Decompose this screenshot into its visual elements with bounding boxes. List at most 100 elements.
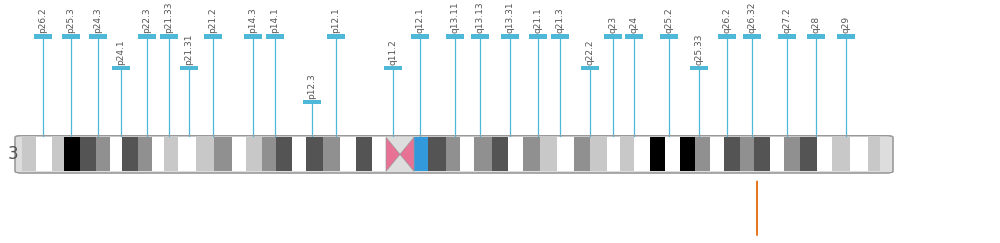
Bar xyxy=(471,34,489,39)
Bar xyxy=(262,137,276,171)
Text: p14.3: p14.3 xyxy=(248,7,258,33)
Text: q13.13: q13.13 xyxy=(476,1,484,33)
Bar xyxy=(246,137,262,171)
Bar xyxy=(743,34,761,39)
Bar xyxy=(650,137,665,171)
Bar xyxy=(501,34,519,39)
Text: p26.2: p26.2 xyxy=(38,8,48,33)
Bar xyxy=(523,137,540,171)
Bar xyxy=(276,137,292,171)
Bar xyxy=(625,34,643,39)
Bar xyxy=(62,34,80,39)
Text: q28: q28 xyxy=(812,16,820,33)
Bar xyxy=(634,137,650,171)
Bar xyxy=(303,100,321,104)
Bar xyxy=(214,137,232,171)
Bar xyxy=(665,137,680,171)
Bar xyxy=(740,137,754,171)
Text: p12.1: p12.1 xyxy=(332,7,340,33)
Bar xyxy=(96,137,110,171)
Bar xyxy=(327,34,345,39)
Bar xyxy=(204,34,222,39)
Bar xyxy=(660,34,678,39)
Bar xyxy=(817,137,832,171)
Bar xyxy=(384,66,402,70)
Bar xyxy=(306,137,323,171)
Text: p24.3: p24.3 xyxy=(94,8,103,33)
Bar xyxy=(89,34,107,39)
Bar xyxy=(460,137,474,171)
Bar xyxy=(110,137,122,171)
Bar xyxy=(138,34,156,39)
Bar xyxy=(356,137,372,171)
Bar xyxy=(800,137,817,171)
Text: q12.1: q12.1 xyxy=(416,7,424,33)
Text: p14.1: p14.1 xyxy=(270,7,280,33)
Bar xyxy=(590,137,607,171)
Text: q25.33: q25.33 xyxy=(694,33,704,65)
Text: q25.2: q25.2 xyxy=(664,8,674,33)
Bar xyxy=(446,34,464,39)
Text: q13.11: q13.11 xyxy=(450,1,460,33)
Bar xyxy=(323,137,340,171)
Text: q27.2: q27.2 xyxy=(782,8,792,33)
Text: q29: q29 xyxy=(842,16,850,33)
Bar xyxy=(680,137,695,171)
FancyBboxPatch shape xyxy=(15,136,893,173)
Bar xyxy=(22,137,36,171)
Bar xyxy=(266,34,284,39)
Text: q26.32: q26.32 xyxy=(748,2,757,33)
Text: q11.2: q11.2 xyxy=(388,39,398,65)
Bar xyxy=(180,66,198,70)
Bar xyxy=(112,66,130,70)
Text: p21.31: p21.31 xyxy=(184,33,194,65)
Text: q23: q23 xyxy=(608,16,618,33)
Bar xyxy=(122,137,138,171)
Bar xyxy=(152,137,164,171)
Bar xyxy=(36,137,52,171)
Bar xyxy=(64,137,80,171)
Bar xyxy=(868,137,880,171)
Bar xyxy=(850,137,868,171)
Bar xyxy=(414,137,428,171)
Bar xyxy=(778,34,796,39)
Bar xyxy=(574,137,590,171)
Bar xyxy=(492,137,508,171)
Bar xyxy=(784,137,800,171)
Text: 3: 3 xyxy=(8,145,19,163)
Bar xyxy=(690,66,708,70)
Text: p24.1: p24.1 xyxy=(116,39,126,65)
Bar xyxy=(196,137,214,171)
Polygon shape xyxy=(386,137,400,171)
Text: q21.3: q21.3 xyxy=(556,7,564,33)
Bar xyxy=(529,34,547,39)
Bar xyxy=(695,137,710,171)
Bar xyxy=(604,34,622,39)
Bar xyxy=(138,137,152,171)
Bar xyxy=(770,137,784,171)
Bar xyxy=(178,137,196,171)
Bar xyxy=(52,137,64,171)
Bar xyxy=(620,137,634,171)
Bar xyxy=(232,137,246,171)
Bar xyxy=(34,34,52,39)
Bar xyxy=(411,34,429,39)
Bar xyxy=(807,34,825,39)
Bar xyxy=(446,137,460,171)
Bar xyxy=(508,137,523,171)
Bar xyxy=(244,34,262,39)
Bar xyxy=(292,137,306,171)
Bar xyxy=(540,137,557,171)
Bar xyxy=(710,137,724,171)
Text: q24: q24 xyxy=(630,16,639,33)
Bar xyxy=(607,137,620,171)
Bar xyxy=(551,34,569,39)
Bar xyxy=(164,137,178,171)
Text: p12.3: p12.3 xyxy=(308,73,316,99)
Text: q13.31: q13.31 xyxy=(506,1,514,33)
Bar xyxy=(372,137,386,171)
Text: p22.3: p22.3 xyxy=(143,8,152,33)
Bar xyxy=(474,137,492,171)
Text: q22.2: q22.2 xyxy=(586,39,594,65)
Bar xyxy=(832,137,850,171)
